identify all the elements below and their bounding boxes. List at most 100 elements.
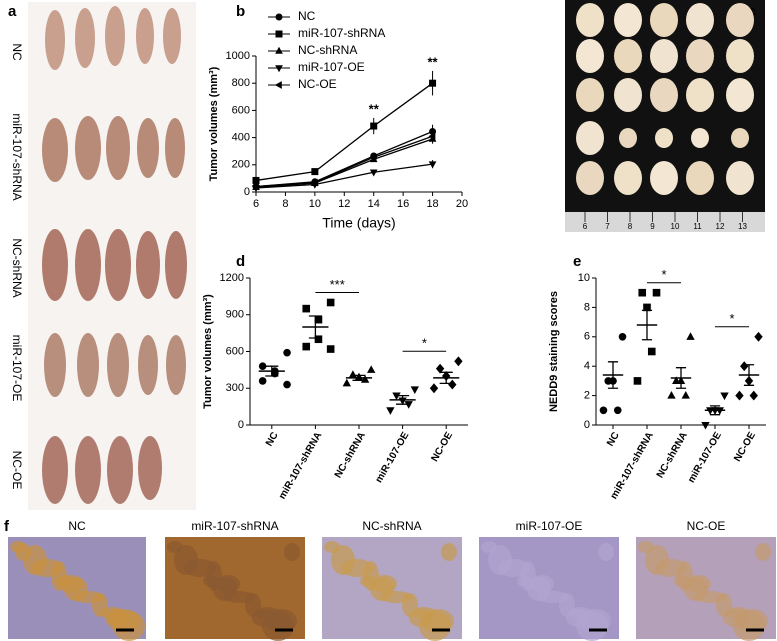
photo-label: miR-107-OE (10, 335, 24, 402)
y-axis-label: Tumor volumes (mm³) (208, 66, 220, 181)
marker (251, 182, 259, 191)
photo-label: miR-107-shRNA (475, 48, 562, 62)
marker (749, 390, 758, 401)
x-tick-label: 10 (309, 198, 321, 210)
marker (740, 361, 749, 372)
ihc-stain (284, 543, 300, 561)
image-label: NC-OE (687, 519, 726, 533)
annotation: ** (428, 54, 439, 69)
photo-label: miR-107-shRNA (10, 113, 24, 200)
tumor (576, 121, 604, 155)
ihc-stain (488, 545, 512, 575)
tumor (614, 78, 642, 112)
series-line (255, 135, 433, 188)
marker (404, 401, 413, 409)
marker (258, 362, 267, 371)
y-tick-label: 8 (584, 301, 590, 313)
y-tick-label: 1200 (220, 272, 244, 284)
ihc-stain (331, 545, 355, 575)
image-label: NC (68, 519, 86, 533)
x-tick-label: 14 (368, 198, 380, 210)
tumor (726, 39, 754, 73)
ihc-stain (517, 575, 533, 587)
sem-bar (743, 364, 755, 386)
marker (701, 421, 710, 430)
tumor (726, 3, 754, 37)
marker (643, 303, 651, 312)
tumor (576, 161, 604, 195)
marker (633, 377, 642, 385)
marker (370, 122, 378, 130)
sem-bar (439, 371, 453, 384)
marker (638, 288, 647, 297)
x-tick-label: 8 (282, 198, 288, 210)
marker (348, 370, 358, 378)
marker (392, 392, 401, 401)
ruler-label: 7 (605, 222, 610, 231)
marker (454, 356, 463, 367)
ihc-stain (105, 609, 129, 627)
marker (435, 363, 445, 374)
tumor (614, 39, 642, 73)
x-tick-label: 16 (397, 198, 409, 210)
series-line (255, 163, 433, 189)
y-tick-label: 2 (584, 390, 590, 402)
sem-bar (709, 405, 721, 416)
photo-label: miR-107-OE (495, 130, 562, 144)
x-tick-label: 18 (426, 198, 438, 210)
photo-label: NC (10, 43, 24, 61)
ihc-stain (598, 543, 614, 561)
ihc-stain (527, 577, 551, 601)
image-label: miR-107-shRNA (191, 519, 278, 533)
annotation: ** (369, 101, 380, 116)
marker (386, 407, 395, 415)
x-tick-label: miR-107-OE (686, 430, 724, 485)
ihc-stain (213, 577, 237, 601)
marker (275, 46, 283, 54)
x-tick-label: NC (605, 430, 622, 448)
tumor (614, 3, 642, 37)
marker (342, 378, 351, 387)
ihc-stain (174, 545, 198, 575)
annotation: *** (330, 277, 345, 292)
photo-label: NC-shRNA (10, 238, 24, 297)
mouse-photos (28, 2, 196, 510)
marker (283, 348, 291, 357)
panel-letter: c (748, 3, 756, 20)
x-axis-label: Time (days) (322, 215, 395, 231)
ihc-stain (252, 609, 276, 627)
tumor (686, 161, 714, 195)
marker (302, 342, 311, 351)
sem-bar (675, 367, 687, 389)
panel-letter: f (4, 518, 10, 535)
tumor (576, 3, 604, 37)
sem-bar (641, 309, 653, 341)
tumor (731, 128, 749, 148)
marker (754, 331, 763, 342)
marker (720, 392, 729, 401)
series-line (255, 82, 433, 182)
ruler-label: 8 (628, 222, 633, 231)
photo-label: NC-shRNA (503, 87, 562, 101)
y-axis-label: NEDD9 staining scores (548, 291, 560, 412)
marker (369, 169, 378, 177)
tumor (576, 39, 604, 73)
y-tick-label: 400 (232, 132, 250, 144)
marker (647, 347, 656, 356)
annotation: * (422, 336, 427, 351)
ihc-stain (441, 543, 457, 561)
ihc-stain (15, 543, 31, 561)
photo-label: NC-OE (523, 170, 562, 184)
photo-label: NC-OE (10, 451, 24, 490)
x-tick-label: NC-shRNA (333, 430, 368, 480)
tumor (650, 161, 678, 195)
sem-bar (265, 365, 279, 377)
ihc-stain (203, 575, 219, 587)
marker (599, 406, 608, 415)
marker (367, 365, 376, 373)
tumor (686, 78, 714, 112)
ihc-stain (645, 545, 669, 575)
y-tick-label: 0 (584, 419, 590, 431)
x-tick-label: 20 (456, 198, 468, 210)
